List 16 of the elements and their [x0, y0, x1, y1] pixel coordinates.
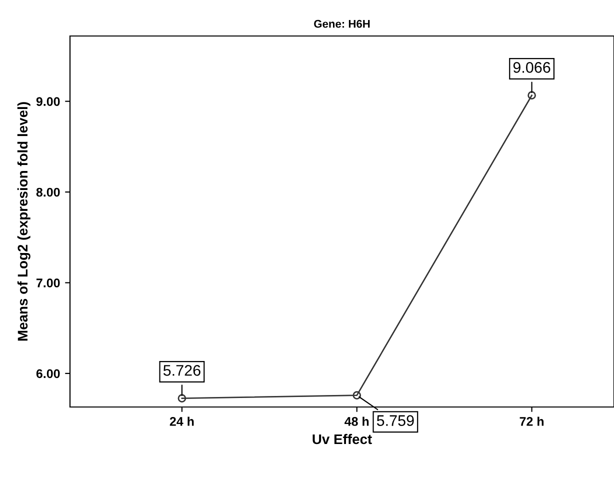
point [352, 391, 362, 400]
x-tick-label: 24 h [170, 416, 194, 426]
data-label: 9.066 [513, 62, 550, 73]
chart-title: Gene: H6H [314, 20, 370, 28]
data-label: 5.759 [376, 415, 414, 426]
point [178, 394, 186, 402]
x-tick-label: 48 h [344, 416, 369, 426]
y-tick-label: 7.00 [36, 278, 60, 288]
y-tick-label: 6.00 [36, 369, 60, 378]
x-tick-label: 72 h [520, 416, 544, 426]
y-tick-label: 8.00 [36, 188, 60, 197]
y-tick-label: 9.00 [36, 97, 60, 106]
data-label: 5.726 [163, 365, 200, 376]
y-axis-title: Means of Log2 (expresion fold level) [17, 102, 30, 341]
point [528, 91, 536, 100]
x-axis-title: Uv Effect [312, 434, 372, 444]
